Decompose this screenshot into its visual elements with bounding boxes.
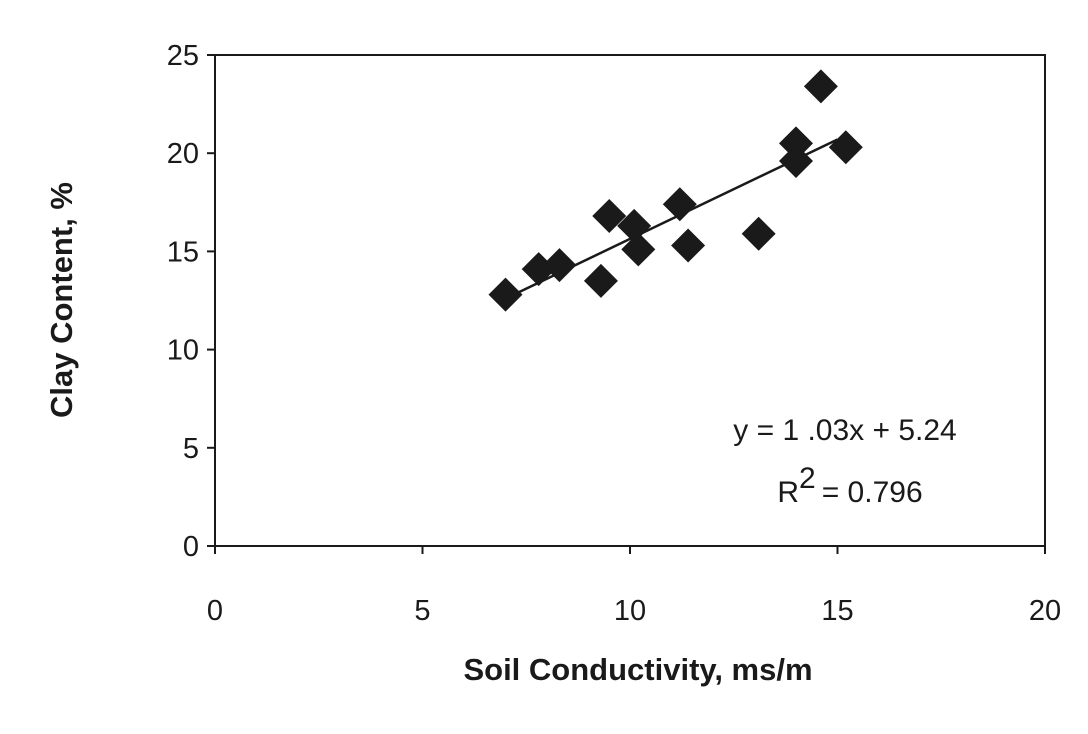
data-point bbox=[671, 228, 706, 263]
y-axis-title: Clay Content, % bbox=[44, 182, 79, 418]
x-tick-label: 5 bbox=[414, 595, 430, 627]
x-tick-label: 0 bbox=[207, 595, 223, 627]
data-point bbox=[779, 144, 813, 179]
x-axis-title: Soil Conductivity, ms/m bbox=[463, 652, 812, 687]
x-tick-label: 15 bbox=[821, 595, 853, 627]
data-point bbox=[592, 199, 627, 234]
r-sup: 2 bbox=[799, 462, 816, 495]
data-point bbox=[803, 69, 838, 104]
x-tick-label: 10 bbox=[614, 595, 646, 627]
y-tick-label: 10 bbox=[167, 335, 199, 367]
data-point bbox=[779, 126, 813, 161]
x-tick-label: 20 bbox=[1029, 595, 1061, 627]
data-point bbox=[828, 130, 863, 165]
y-tick-label: 15 bbox=[167, 236, 199, 268]
data-point bbox=[542, 248, 577, 283]
equation: y = 1 .03x + 5.24 bbox=[733, 414, 957, 447]
r-squared: R2 = 0.796 bbox=[777, 462, 922, 509]
data-point bbox=[521, 252, 556, 287]
y-tick-label: 25 bbox=[167, 40, 199, 72]
data-point bbox=[621, 232, 656, 267]
r-rest: = 0.796 bbox=[822, 476, 923, 509]
data-point bbox=[617, 208, 652, 243]
y-tick-label: 5 bbox=[183, 433, 199, 465]
plot-frame bbox=[214, 54, 1046, 547]
r-base: R bbox=[777, 476, 799, 509]
data-point bbox=[488, 277, 523, 312]
data-point bbox=[662, 187, 697, 222]
y-tick-label: 20 bbox=[167, 138, 199, 170]
data-point bbox=[583, 263, 618, 298]
data-point bbox=[741, 216, 776, 251]
y-tick-label: 0 bbox=[183, 531, 199, 563]
